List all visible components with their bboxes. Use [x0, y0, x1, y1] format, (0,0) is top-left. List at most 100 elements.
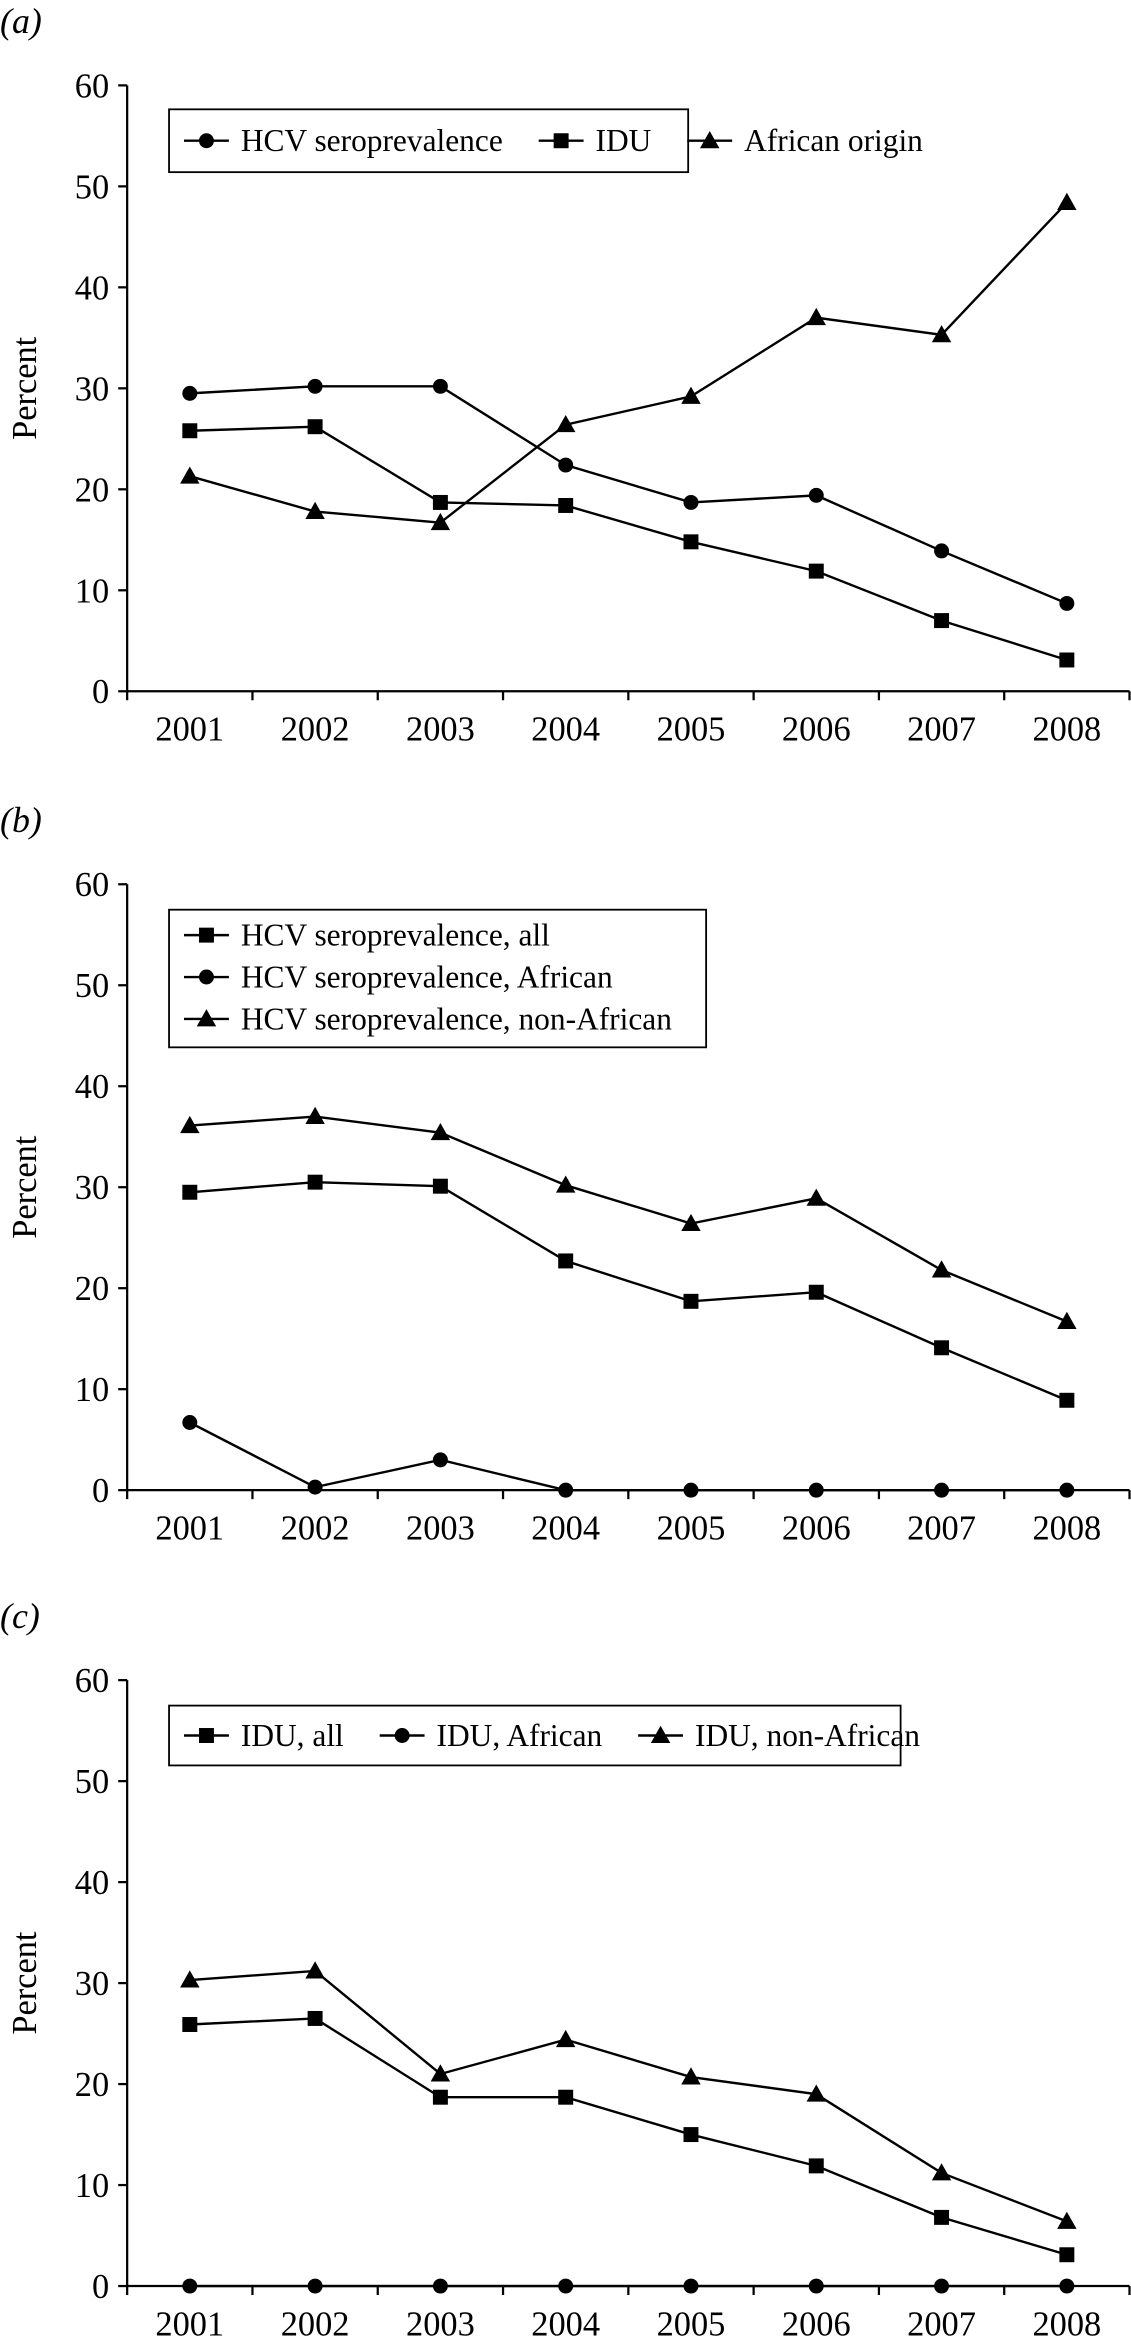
y-axis-label: Percent: [6, 1135, 44, 1239]
x-tick-label: 2005: [657, 1510, 726, 1548]
y-tick-label: 40: [75, 1068, 109, 1106]
data-point: [432, 1178, 448, 1194]
series-line: [189, 1180, 1068, 1402]
y-tick-label: 60: [75, 1662, 109, 1700]
data-point: [1059, 1392, 1075, 1408]
legend-item: IDU, African: [379, 1718, 603, 1753]
data-point: [934, 543, 950, 559]
y-tick-label: 20: [75, 1270, 109, 1308]
data-point: [307, 2010, 323, 2026]
data-point: [808, 1284, 824, 1300]
data-point: [808, 2278, 824, 2294]
x-tick-label: 2006: [782, 1510, 851, 1548]
legend-item: HCV seroprevalence, African: [184, 959, 613, 994]
data-point: [1059, 652, 1075, 668]
panel-label: (c): [0, 1596, 40, 1636]
x-tick-label: 2001: [155, 1510, 224, 1548]
data-point: [307, 1174, 323, 1190]
y-tick-label: 0: [92, 2268, 109, 2306]
data-point: [683, 1482, 699, 1498]
panel-a: (a) 0 10 20 30 40 50 60 2001 2002 2003 2004 2005 2006…: [0, 1, 1131, 749]
legend-marker: [650, 1725, 671, 1743]
data-point: [307, 378, 323, 394]
y-tick-label: 60: [75, 67, 109, 105]
data-point: [558, 1253, 574, 1269]
legend: HCV seroprevalence, all HCV seroprevalenc…: [168, 908, 708, 1049]
x-tick-label: 2006: [782, 2305, 851, 2343]
legend-item: HCV seroprevalence, non-African: [184, 1001, 672, 1036]
y-tick-label: 20: [75, 471, 109, 509]
x-tick-label: 2004: [531, 711, 600, 749]
y-tick-label: 10: [75, 2167, 109, 2205]
data-point: [1059, 1482, 1075, 1498]
data-point: [432, 1452, 448, 1468]
x-tick-label: 2004: [531, 2305, 600, 2343]
legend-item: HCV seroprevalence, all: [184, 918, 550, 953]
data-point: [430, 2064, 451, 2082]
data-point: [934, 2278, 950, 2294]
legend-marker: [553, 133, 569, 149]
data-point: [558, 2089, 574, 2105]
series-line: [189, 1421, 1067, 1492]
data-point: [931, 325, 952, 343]
x-tick-label: 2005: [657, 711, 726, 749]
data-point: [432, 494, 448, 510]
series-1: [182, 419, 1075, 668]
data-point: [558, 1482, 574, 1498]
x-tick-label: 2002: [281, 711, 350, 749]
x-tick-label: 2008: [1032, 2305, 1101, 2343]
y-tick-label: 20: [75, 2066, 109, 2104]
legend-box: [168, 1704, 902, 1767]
data-point: [934, 1340, 950, 1356]
data-point: [182, 423, 198, 439]
data-point: [182, 1184, 198, 1200]
y-tick-label: 40: [75, 269, 109, 307]
data-point: [683, 1293, 699, 1309]
data-point: [683, 2278, 699, 2294]
x-tick-label: 2003: [406, 711, 475, 749]
data-point: [934, 1482, 950, 1498]
series-line: [189, 385, 1068, 605]
y-tick-label: 10: [75, 1371, 109, 1409]
legend-box: [168, 908, 708, 1049]
series-2: [180, 192, 1077, 531]
data-point: [432, 378, 448, 394]
data-point: [1059, 2247, 1075, 2263]
x-tick-label: 2001: [155, 711, 224, 749]
y-tick-label: 30: [75, 1965, 109, 2003]
data-point: [681, 1213, 701, 1232]
x-tick-label: 2001: [155, 2305, 224, 2343]
series-line: [189, 2017, 1068, 2256]
y-tick-label: 40: [75, 1864, 109, 1902]
series-1: [182, 1415, 1075, 1498]
series-line: [189, 425, 1068, 662]
data-point: [1059, 595, 1075, 611]
data-point: [182, 2017, 198, 2032]
legend-label: IDU: [596, 123, 652, 158]
data-point: [180, 1970, 200, 1988]
legend: HCV seroprevalence IDU African origin: [168, 108, 923, 174]
series-line: [189, 1969, 1068, 2223]
legend-marker: [198, 133, 214, 149]
data-point: [931, 2163, 952, 2181]
legend-label: HCV seroprevalence, all: [241, 918, 550, 953]
data-point: [432, 2278, 448, 2294]
x-tick-label: 2005: [657, 2305, 726, 2343]
data-point: [430, 512, 451, 531]
legend-marker: [394, 1728, 410, 1743]
data-point: [558, 2278, 574, 2294]
data-point: [180, 1115, 200, 1134]
y-tick-label: 0: [92, 673, 109, 711]
legend-label: HCV seroprevalence: [241, 123, 503, 158]
y-tick-label: 10: [75, 572, 109, 610]
data-point: [683, 494, 699, 510]
legend-marker: [198, 1728, 214, 1743]
data-point: [808, 563, 824, 579]
legend-label: IDU, African: [437, 1718, 603, 1753]
legend-item: IDU, non-African: [638, 1718, 920, 1753]
data-point: [806, 307, 826, 326]
x-tick-label: 2002: [281, 2305, 350, 2343]
legend: IDU, all IDU, African IDU, non-African: [168, 1704, 920, 1767]
data-point: [182, 2278, 198, 2294]
